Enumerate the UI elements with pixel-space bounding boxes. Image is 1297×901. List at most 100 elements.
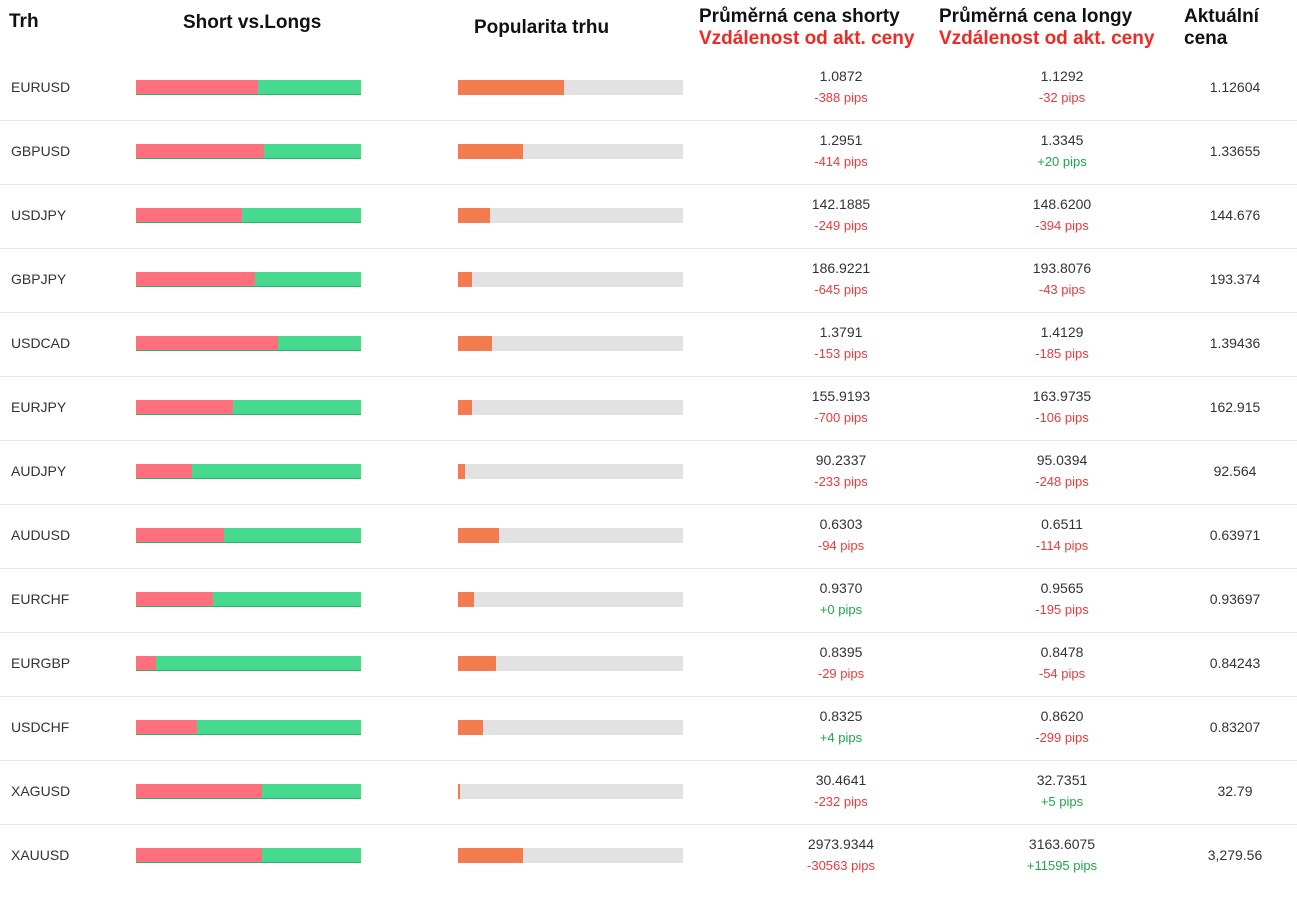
short-vs-long-bar <box>136 656 361 671</box>
current-price: 3,279.56 <box>1207 847 1263 863</box>
popularity-fill <box>458 464 465 479</box>
short-vs-long-bar <box>136 784 361 799</box>
avg-short-price: 1.3791 <box>819 324 863 340</box>
short-portion <box>136 720 197 734</box>
avg-short-price: 155.9193 <box>811 388 871 404</box>
header-avg-long-title: Průměrná cena longy <box>939 6 1133 27</box>
avg-long-price: 0.6511 <box>1041 516 1083 532</box>
avg-long-price: 0.9565 <box>1040 580 1084 596</box>
avg-long: 3163.6075 +11595 pips <box>987 835 1137 875</box>
avg-long-pips: -106 pips <box>1035 410 1089 425</box>
popularity-bar <box>458 336 683 351</box>
avg-long-price: 193.8076 <box>1032 260 1092 276</box>
short-portion <box>136 528 224 542</box>
popularity-fill <box>458 80 564 95</box>
avg-short: 1.2951 -414 pips <box>766 131 916 171</box>
popularity-bar <box>458 720 683 735</box>
avg-short: 1.3791 -153 pips <box>766 323 916 363</box>
table-row[interactable]: EURCHF 0.9370 +0 pips 0.9565 -195 pips 0.9369… <box>0 569 1297 633</box>
avg-long-pips: +5 pips <box>1040 794 1084 809</box>
header-avg-long: Průměrná cena longy Vzdálenost od akt. c… <box>939 6 1154 50</box>
popularity-fill <box>458 144 524 159</box>
popularity-bar <box>458 208 683 223</box>
avg-short: 0.9370 +0 pips <box>766 579 916 619</box>
table-row[interactable]: EURUSD 1.0872 -388 pips 1.1292 -32 pips 1.126… <box>0 57 1297 121</box>
table-row[interactable]: EURJPY 155.9193 -700 pips 163.9735 -106 pips… <box>0 377 1297 441</box>
popularity-fill <box>458 528 499 543</box>
current-price: 1.33655 <box>1209 143 1261 159</box>
table-row[interactable]: GBPUSD 1.2951 -414 pips 1.3345 +20 pips 1.336… <box>0 121 1297 185</box>
avg-long-price: 163.9735 <box>1032 388 1092 404</box>
current-price: 144.676 <box>1209 207 1261 223</box>
avg-short-price: 1.2951 <box>819 132 863 148</box>
popularity-bar <box>458 528 683 543</box>
header-current-line1: Aktuální <box>1184 6 1259 27</box>
avg-short-price: 142.1885 <box>811 196 871 212</box>
popularity-bar <box>458 784 683 799</box>
avg-short-price: 1.0872 <box>819 68 863 84</box>
pair-name: EURCHF <box>11 591 70 607</box>
popularity-bar <box>458 400 683 415</box>
popularity-bar <box>458 80 683 95</box>
avg-short-price: 0.9370 <box>819 580 863 596</box>
short-vs-long-bar <box>136 272 361 287</box>
pair-name: AUDUSD <box>11 527 71 543</box>
avg-short-price: 0.8325 <box>819 708 863 724</box>
short-vs-long-bar <box>136 80 361 95</box>
avg-short: 1.0872 -388 pips <box>766 67 916 107</box>
short-portion <box>136 336 278 350</box>
short-portion <box>136 400 233 414</box>
avg-short-price: 2973.9344 <box>807 836 875 852</box>
avg-short: 155.9193 -700 pips <box>766 387 916 427</box>
pair-name: EURGBP <box>11 655 71 671</box>
avg-short-pips: -94 pips <box>817 538 865 553</box>
table-row[interactable]: AUDJPY 90.2337 -233 pips 95.0394 -248 pips 92… <box>0 441 1297 505</box>
avg-short-price: 186.9221 <box>811 260 871 276</box>
popularity-fill <box>458 272 472 287</box>
header-current-price: Aktuální cena <box>1184 6 1259 50</box>
avg-long: 1.3345 +20 pips <box>987 131 1137 171</box>
table-row[interactable]: USDJPY 142.1885 -249 pips 148.6200 -394 pips… <box>0 185 1297 249</box>
short-vs-long-bar <box>136 144 361 159</box>
avg-short-pips: -414 pips <box>814 154 868 169</box>
short-portion <box>136 784 262 798</box>
pair-name: XAGUSD <box>11 783 71 799</box>
avg-long: 1.4129 -185 pips <box>987 323 1137 363</box>
avg-long: 193.8076 -43 pips <box>987 259 1137 299</box>
short-portion <box>136 656 157 670</box>
header-short-vs-longs: Short vs.Longs <box>183 12 322 33</box>
table-row[interactable]: AUDUSD 0.6303 -94 pips 0.6511 -114 pips 0.639… <box>0 505 1297 569</box>
current-price: 0.93697 <box>1209 591 1261 607</box>
popularity-fill <box>458 784 461 799</box>
avg-short-pips: -700 pips <box>814 410 868 425</box>
avg-long-pips: -114 pips <box>1035 538 1089 553</box>
short-portion <box>136 464 193 478</box>
short-vs-long-bar <box>136 528 361 543</box>
current-price: 0.84243 <box>1209 655 1261 671</box>
current-price: 92.564 <box>1213 463 1257 479</box>
avg-long: 32.7351 +5 pips <box>987 771 1137 811</box>
table-row[interactable]: XAGUSD 30.4641 -232 pips 32.7351 +5 pips 32.7… <box>0 761 1297 825</box>
current-price: 193.374 <box>1209 271 1261 287</box>
popularity-bar <box>458 464 683 479</box>
short-vs-long-bar <box>136 208 361 223</box>
avg-short-pips: -645 pips <box>814 282 868 297</box>
table-row[interactable]: GBPJPY 186.9221 -645 pips 193.8076 -43 pips 1… <box>0 249 1297 313</box>
avg-short: 0.8395 -29 pips <box>766 643 916 683</box>
table-row[interactable]: USDCHF 0.8325 +4 pips 0.8620 -299 pips 0.8320… <box>0 697 1297 761</box>
popularity-bar <box>458 848 683 863</box>
pair-name: GBPJPY <box>11 271 67 287</box>
popularity-bar <box>458 144 683 159</box>
table-row[interactable]: EURGBP 0.8395 -29 pips 0.8478 -54 pips 0.8424… <box>0 633 1297 697</box>
popularity-bar <box>458 592 683 607</box>
avg-long-price: 95.0394 <box>1036 452 1088 468</box>
avg-long-price: 32.7351 <box>1036 772 1088 788</box>
header-avg-short: Průměrná cena shorty Vzdálenost od akt. … <box>699 6 914 50</box>
table-row[interactable]: XAUUSD 2973.9344 -30563 pips 3163.6075 +1159… <box>0 825 1297 888</box>
avg-long-pips: -394 pips <box>1035 218 1089 233</box>
short-portion <box>136 272 256 286</box>
table-row[interactable]: USDCAD 1.3791 -153 pips 1.4129 -185 pips 1.39… <box>0 313 1297 377</box>
avg-short-pips: -232 pips <box>814 794 868 809</box>
pair-name: AUDJPY <box>11 463 67 479</box>
